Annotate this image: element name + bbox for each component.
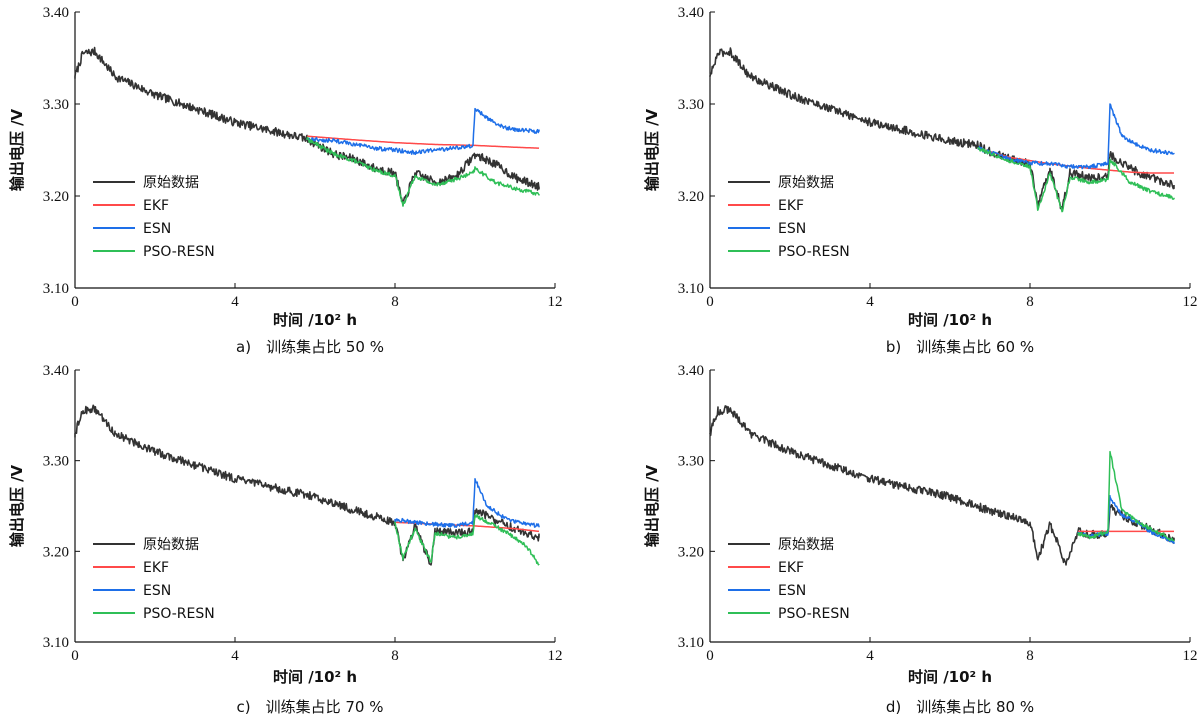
x-tick-label: 0 — [706, 648, 714, 664]
legend-label: PSO-RESN — [778, 606, 850, 622]
y-tick-label: 3.10 — [43, 281, 69, 297]
x-tick-label: 8 — [391, 294, 399, 310]
x-tick-label: 12 — [548, 294, 563, 310]
x-tick-label: 0 — [706, 294, 714, 310]
series-line-3 — [977, 146, 1175, 213]
panel-caption: c) 训练集占比 70 % — [237, 698, 384, 716]
y-tick-label: 3.40 — [678, 5, 704, 21]
y-tick-label: 3.10 — [678, 635, 704, 651]
chart-panel-d: 3.10 3.20 3.30 3.40 0 4 8 12 输出电压 /V 时间 /10² h d) … — [643, 363, 1198, 716]
y-tick-label: 3.20 — [43, 189, 69, 205]
x-tick-label: 4 — [866, 294, 874, 310]
series-line-2 — [1077, 494, 1175, 545]
x-tick-label: 12 — [548, 648, 563, 664]
x-tick-label: 12 — [1183, 294, 1198, 310]
y-tick-label: 3.30 — [678, 454, 704, 470]
series-line-0 — [709, 47, 1175, 211]
x-axis-label: 时间 /10² h — [908, 311, 992, 329]
legend-label: EKF — [143, 198, 169, 214]
legend-label: ESN — [143, 221, 171, 237]
y-tick-label: 3.20 — [678, 544, 704, 560]
y-tick-label: 3.30 — [43, 454, 69, 470]
y-axis-label: 输出电压 /V — [643, 108, 661, 191]
legend-label: PSO-RESN — [143, 244, 215, 260]
x-tick-label: 8 — [1026, 294, 1034, 310]
y-tick-label: 3.40 — [43, 363, 69, 379]
panel-caption: b) 训练集占比 60 % — [886, 338, 1034, 356]
x-tick-label: 12 — [1183, 648, 1198, 664]
series-line-0 — [74, 46, 540, 206]
x-tick-label: 4 — [866, 648, 874, 664]
chart-panel-b: 3.10 3.20 3.30 3.40 0 4 8 12 输出电压 /V 时间 /10² h b) … — [643, 5, 1198, 356]
y-tick-label: 3.40 — [678, 363, 704, 379]
x-tick-label: 4 — [231, 648, 239, 664]
y-tick-label: 3.30 — [43, 97, 69, 113]
x-axis-label: 时间 /10² h — [908, 668, 992, 686]
legend-label: 原始数据 — [778, 537, 834, 553]
chart-panel-a: 3.10 3.20 3.30 3.40 0 4 8 12 输出电压 /V 时间 /10² h a) … — [8, 5, 563, 356]
chart-panel-c: 3.10 3.20 3.30 3.40 0 4 8 12 输出电压 /V 时间 /10² h c) … — [8, 363, 563, 716]
y-axis-label: 输出电压 /V — [8, 108, 26, 191]
y-tick-label: 3.20 — [678, 189, 704, 205]
y-tick-label: 3.10 — [678, 281, 704, 297]
series-line-1 — [306, 135, 540, 149]
series-line-3 — [394, 513, 540, 566]
legend-label: EKF — [778, 198, 804, 214]
x-tick-label: 8 — [1026, 648, 1034, 664]
y-axis-label: 输出电压 /V — [643, 464, 661, 547]
legend-label: PSO-RESN — [778, 244, 850, 260]
panel-caption: d) 训练集占比 80 % — [886, 698, 1034, 716]
legend-label: EKF — [778, 560, 804, 576]
y-tick-label: 3.20 — [43, 544, 69, 560]
y-axis-label: 输出电压 /V — [8, 464, 26, 547]
y-tick-label: 3.30 — [678, 97, 704, 113]
y-tick-label: 3.10 — [43, 635, 69, 651]
legend-label: ESN — [778, 221, 806, 237]
x-axis-label: 时间 /10² h — [273, 668, 357, 686]
legend-label: PSO-RESN — [143, 606, 215, 622]
series-line-3 — [306, 136, 540, 207]
legend-label: EKF — [143, 560, 169, 576]
series-line-2 — [306, 107, 540, 156]
x-tick-label: 8 — [391, 648, 399, 664]
legend-label: 原始数据 — [143, 537, 199, 553]
series-line-2 — [394, 478, 540, 528]
x-axis-label: 时间 /10² h — [273, 311, 357, 329]
x-tick-label: 0 — [71, 648, 79, 664]
x-tick-label: 0 — [71, 294, 79, 310]
legend-label: ESN — [143, 583, 171, 599]
series-line-0 — [709, 405, 1175, 566]
legend-label: 原始数据 — [778, 175, 834, 191]
legend-label: 原始数据 — [143, 175, 199, 191]
series-line-3 — [1077, 450, 1175, 542]
x-tick-label: 4 — [231, 294, 239, 310]
legend-label: ESN — [778, 583, 806, 599]
y-tick-label: 3.40 — [43, 5, 69, 21]
panel-caption: a) 训练集占比 50 % — [236, 338, 384, 356]
